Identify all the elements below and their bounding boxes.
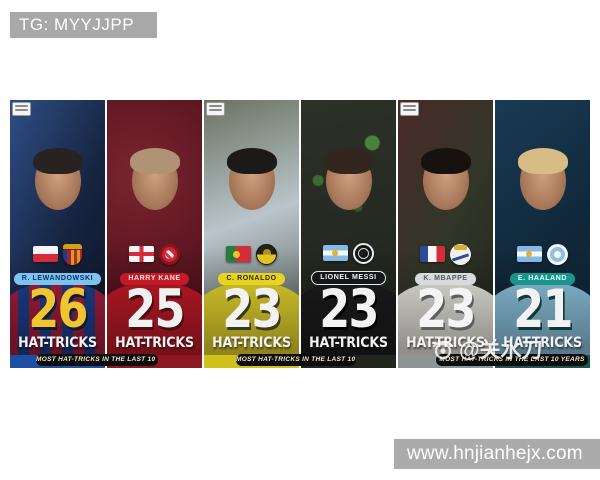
player-head [32,148,83,210]
player-head [323,148,374,210]
player-name-pill: R. LEWANDOWSKI [13,273,102,285]
argentina-flag [517,246,542,262]
telegram-handle: TG: MYYJJPP [19,15,135,34]
barcelona-badge [63,243,82,265]
hat-trick-count: 23 [416,279,476,340]
france-flag [420,246,445,262]
player-card-mbappe: K. MBAPPE 23 HAT-TRICKS [398,100,493,368]
inter-miami-badge [353,242,374,264]
hat-trick-count: 23 [319,279,379,340]
hat-tricks-label: HAT-TRICKS [18,335,97,351]
jersey [495,282,590,368]
website-url: www.hnjianhejx.com [407,443,583,464]
weibo-handle: @关水刀 [459,339,543,362]
footer-ribbon-badge: MOST HAT-TRICKS IN THE LAST 10 YEARS [436,354,588,366]
footer-ribbon-badge: MOST HAT-TRICKS IN THE LAST 10 YEARS [236,354,356,366]
hat-trick-count: 25 [125,279,185,340]
player-name-pill: K. MBAPPE [415,273,476,285]
player-card-messi: LIONEL MESSI 23 HAT-TRICKS [301,100,396,368]
hat-trick-count: 21 [513,279,573,340]
website-watermark-bar: www.hnjianhejx.com [394,439,600,469]
hat-tricks-label: HAT-TRICKS [115,335,194,351]
player-name-pill: E. HAALAND [509,273,576,285]
player-card-ronaldo: C. RONALDO 23 HAT-TRICKS [204,100,299,368]
player-card-lewandowski: R. LEWANDOWSKI 26 HAT-TRICKS [10,100,105,368]
hat-tricks-label: HAT-TRICKS [503,335,582,351]
footer-ribbon-badge: MOST HAT-TRICKS IN THE LAST 10 YEARS [36,354,158,366]
corner-logo-chip [400,102,419,116]
real-madrid-badge [450,243,471,265]
argentina-flag [323,245,348,261]
player-head [129,148,180,210]
player-name-pill: LIONEL MESSI [311,271,386,285]
hat-tricks-label: HAT-TRICKS [212,335,291,351]
player-card-haaland: E. HAALAND 21 HAT-TRICKS [495,100,590,368]
player-card-kane: HARRY KANE 25 HAT-TRICKS [107,100,202,368]
poland-flag [33,246,58,262]
jersey [10,282,105,368]
weibo-eye-icon [432,340,454,360]
player-head [517,148,568,210]
manchester-city-badge [547,243,568,265]
england-flag [129,246,154,262]
hat-trick-count: 26 [28,279,88,340]
corner-logo-chip [12,102,31,116]
player-head [420,148,471,210]
al-nassr-badge [256,243,277,265]
bayern-munich-badge [159,243,180,265]
hat-tricks-infographic: R. LEWANDOWSKI 26 HAT-TRICKS HARRY KANE … [10,100,590,368]
jersey [301,282,396,368]
weibo-watermark: @关水刀 [430,334,542,364]
portugal-flag [226,246,251,262]
player-name-pill: C. RONALDO [218,273,285,285]
player-head [226,148,277,210]
jersey [398,282,493,368]
jersey [107,282,202,368]
hat-tricks-label: HAT-TRICKS [309,335,388,351]
telegram-watermark-bar: TG: MYYJJPP [10,12,157,38]
hat-trick-count: 23 [222,279,282,340]
corner-logo-chip [206,102,225,116]
player-name-pill: HARRY KANE [120,273,189,285]
jersey [204,282,299,368]
